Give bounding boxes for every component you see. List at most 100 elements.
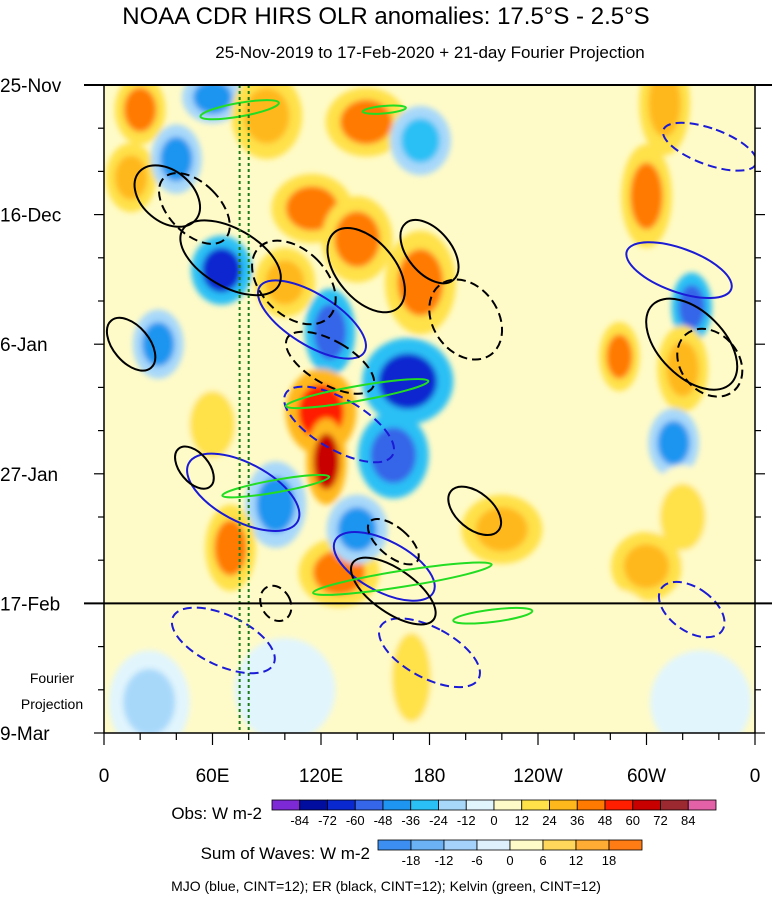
- er-contour: [399, 219, 460, 285]
- anomaly-blob: [659, 483, 706, 551]
- footer-legend: MJO (blue, CINT=12); ER (black, CINT=12)…: [171, 878, 601, 894]
- colorbar-swatch: [410, 799, 439, 811]
- anomaly-blob: [340, 99, 393, 145]
- x-tick-label: 120W: [513, 766, 563, 787]
- colorbar-swatch: [299, 799, 328, 811]
- colorbar-swatch: [509, 839, 544, 851]
- anomaly-blob: [252, 656, 318, 724]
- colorbar-tick-label: -48: [374, 813, 393, 828]
- projection-label-line2: Projection: [21, 696, 83, 712]
- colorbar-swatch: [632, 799, 661, 811]
- waves-colorbar-label: Sum of Waves: W m-2: [201, 844, 370, 863]
- colorbar-swatch: [576, 799, 606, 811]
- colorbar-tick-label: -18: [402, 853, 421, 868]
- mjo-contour: [378, 617, 481, 689]
- anomaly-blob: [577, 607, 643, 674]
- colorbar-tick-label: 48: [598, 813, 612, 828]
- colorbar-tick-label: -24: [429, 813, 448, 828]
- kelvin-contour: [312, 561, 493, 596]
- kelvin-contour: [361, 104, 407, 115]
- er-contour: [326, 226, 406, 314]
- mjo-contour: [186, 452, 301, 532]
- er-contour: [676, 327, 744, 398]
- colorbar-tick-label: -36: [401, 813, 420, 828]
- anomaly-blob: [189, 391, 236, 458]
- colorbar-swatch: [660, 799, 689, 811]
- colorbar-tick-label: 12: [515, 813, 529, 828]
- colorbar-tick-label: 36: [570, 813, 584, 828]
- er-contour: [179, 219, 282, 297]
- wave-contours: [105, 99, 755, 689]
- anomaly-blob: [623, 544, 670, 589]
- x-tick-label: 60W: [627, 766, 666, 787]
- er-contour: [251, 239, 337, 326]
- kelvin-contour: [284, 378, 430, 410]
- y-tick-label: 9-Mar: [0, 724, 50, 745]
- colorbar-swatch: [438, 799, 467, 811]
- colorbar-tick-label: -60: [346, 813, 365, 828]
- colorbar-swatch: [604, 799, 634, 811]
- y-tick-label: 17-Feb: [0, 594, 60, 615]
- colorbar-swatch: [608, 839, 643, 851]
- colorbar-swatch: [493, 799, 523, 811]
- anomaly-blob: [187, 608, 220, 698]
- anomaly-blob: [657, 420, 690, 466]
- anomaly-blob: [334, 211, 380, 268]
- y-tick-label: 27-Jan: [0, 465, 58, 486]
- er-contour: [428, 278, 504, 361]
- anomaly-blob: [256, 476, 296, 533]
- colorbar-tick-label: 24: [542, 813, 556, 828]
- colorbar-swatch: [542, 839, 577, 851]
- kelvin-contour: [221, 473, 331, 499]
- anomaly-blob: [400, 118, 440, 163]
- anomaly-blob: [243, 88, 290, 144]
- colorbar-tick-label: 12: [569, 853, 583, 868]
- er-contour: [174, 445, 215, 490]
- obs-colorbar: -84 -72 -60 -48 -36 -24 -12 0 12 24 36 48 60 72 84: [271, 799, 717, 828]
- kelvin-contour: [452, 606, 534, 625]
- x-tick-label: 0: [99, 766, 110, 787]
- colorbar-tick-label: -12: [435, 853, 454, 868]
- anomaly-blob: [160, 136, 193, 182]
- anomaly-blob: [378, 353, 438, 409]
- colorbar-tick-label: 6: [539, 853, 546, 868]
- er-contour: [158, 172, 231, 245]
- anomaly-blob: [391, 633, 431, 722]
- kelvin-contour: [199, 99, 280, 121]
- obs-colorbar-label: Obs: W m-2: [171, 804, 262, 823]
- colorbar-swatch: [549, 799, 578, 811]
- chart-subtitle: 25-Nov-2019 to 17-Feb-2020 + 21-day Four…: [215, 43, 645, 62]
- er-contour: [366, 517, 420, 566]
- anomaly-blob: [123, 87, 157, 132]
- colorbar-tick-label: 72: [653, 813, 667, 828]
- anomaly-blob: [313, 433, 340, 490]
- anomaly-blob: [313, 304, 347, 360]
- mjo-contour: [332, 531, 436, 602]
- er-contour: [350, 556, 437, 626]
- x-tick-label: 60E: [196, 766, 230, 787]
- anomaly-blob: [114, 155, 148, 200]
- colorbar-swatch: [382, 799, 412, 811]
- anomaly-blob: [265, 260, 305, 305]
- y-tick-label: 6-Jan: [0, 335, 48, 356]
- anomaly-blob: [397, 249, 444, 316]
- mjo-contour: [625, 241, 733, 300]
- colorbar-swatch: [327, 799, 356, 811]
- anomaly-blob: [141, 321, 175, 367]
- colorbar-swatch: [377, 839, 412, 851]
- x-tick-label: 0: [750, 766, 761, 787]
- colorbar-tick-label: -12: [457, 813, 476, 828]
- er-contour: [105, 316, 157, 372]
- mjo-contour: [170, 606, 276, 675]
- colorbar-tick-label: 0: [506, 853, 513, 868]
- mjo-contour: [661, 121, 755, 172]
- colorbar-tick-label: 84: [681, 813, 695, 828]
- colorbar-tick-label: -84: [290, 813, 309, 828]
- y-tick-label: 16-Dec: [0, 206, 61, 227]
- mjo-contour: [657, 580, 726, 639]
- colorbar-swatch: [443, 839, 478, 851]
- colorbar-tick-label: -72: [318, 813, 337, 828]
- colorbar-swatch: [521, 799, 550, 811]
- er-contour: [259, 584, 293, 622]
